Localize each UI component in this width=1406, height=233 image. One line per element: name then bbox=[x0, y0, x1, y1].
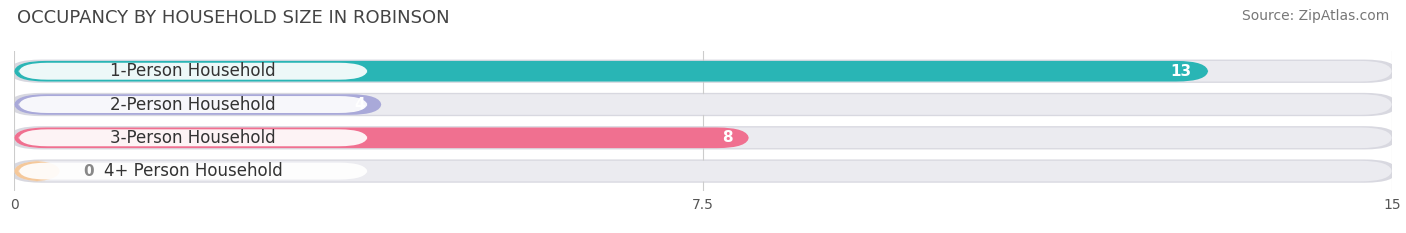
FancyBboxPatch shape bbox=[14, 161, 60, 182]
Text: 4: 4 bbox=[354, 97, 366, 112]
FancyBboxPatch shape bbox=[18, 63, 368, 80]
Text: 1-Person Household: 1-Person Household bbox=[111, 62, 276, 80]
Text: OCCUPANCY BY HOUSEHOLD SIZE IN ROBINSON: OCCUPANCY BY HOUSEHOLD SIZE IN ROBINSON bbox=[17, 9, 450, 27]
FancyBboxPatch shape bbox=[14, 61, 1208, 82]
FancyBboxPatch shape bbox=[14, 127, 1392, 148]
FancyBboxPatch shape bbox=[14, 127, 749, 148]
FancyBboxPatch shape bbox=[18, 96, 368, 113]
FancyBboxPatch shape bbox=[14, 94, 1392, 115]
Text: 3-Person Household: 3-Person Household bbox=[111, 129, 276, 147]
FancyBboxPatch shape bbox=[14, 94, 381, 115]
FancyBboxPatch shape bbox=[18, 129, 368, 146]
FancyBboxPatch shape bbox=[10, 60, 1396, 83]
Text: 13: 13 bbox=[1171, 64, 1192, 79]
FancyBboxPatch shape bbox=[14, 161, 1392, 182]
FancyBboxPatch shape bbox=[10, 126, 1396, 149]
Text: Source: ZipAtlas.com: Source: ZipAtlas.com bbox=[1241, 9, 1389, 23]
FancyBboxPatch shape bbox=[14, 61, 1392, 82]
FancyBboxPatch shape bbox=[10, 93, 1396, 116]
FancyBboxPatch shape bbox=[10, 159, 1396, 183]
Text: 4+ Person Household: 4+ Person Household bbox=[104, 162, 283, 180]
Text: 2-Person Household: 2-Person Household bbox=[111, 96, 276, 113]
Text: 8: 8 bbox=[721, 130, 733, 145]
Text: 0: 0 bbox=[83, 164, 94, 178]
FancyBboxPatch shape bbox=[18, 163, 368, 180]
